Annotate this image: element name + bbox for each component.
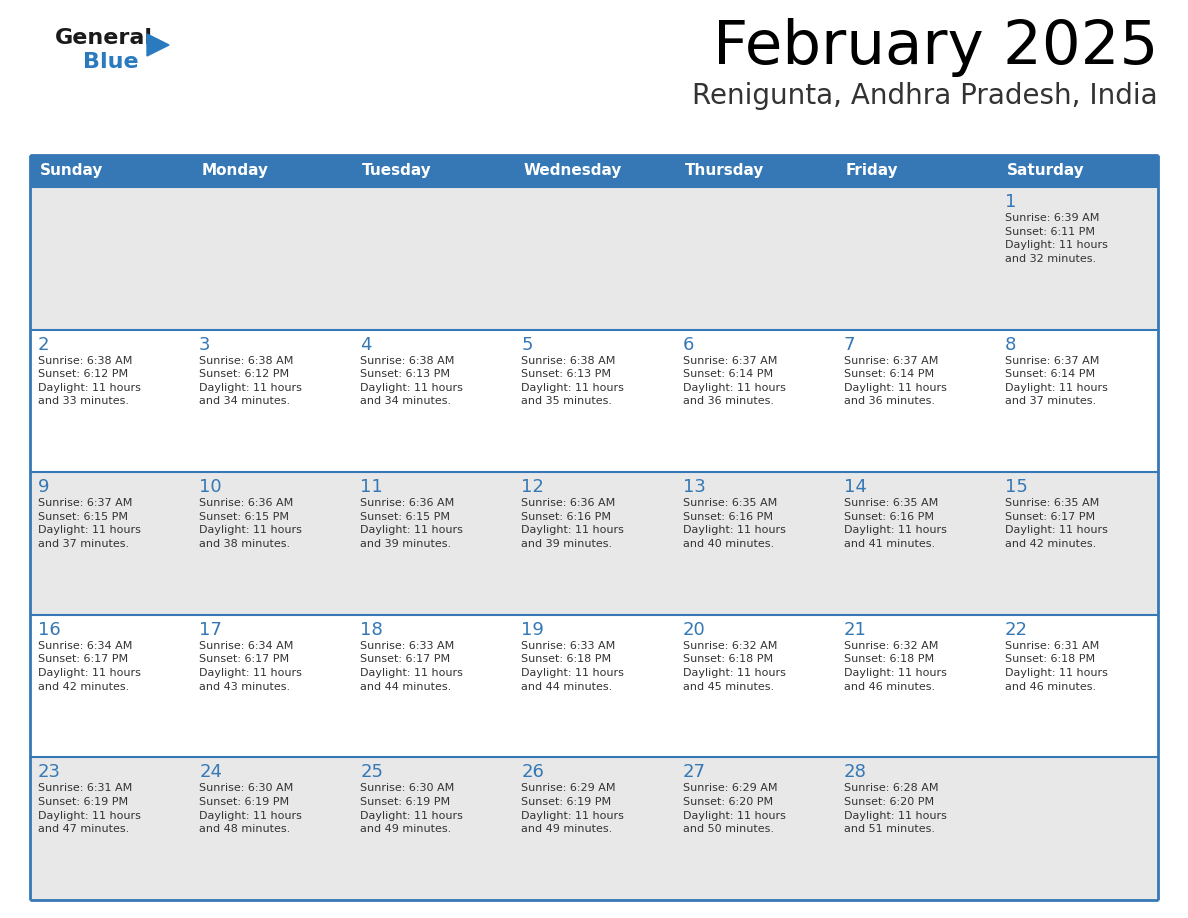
Text: 12: 12 [522, 478, 544, 497]
Bar [30, 757, 1158, 900]
Text: Sunrise: 6:39 AM
Sunset: 6:11 PM
Daylight: 11 hours
and 32 minutes.: Sunrise: 6:39 AM Sunset: 6:11 PM Dayligh… [1005, 213, 1107, 263]
Text: 25: 25 [360, 764, 384, 781]
Text: Sunrise: 6:34 AM
Sunset: 6:17 PM
Daylight: 11 hours
and 42 minutes.: Sunrise: 6:34 AM Sunset: 6:17 PM Dayligh… [38, 641, 141, 691]
Text: Renigunta, Andhra Pradesh, India: Renigunta, Andhra Pradesh, India [693, 82, 1158, 110]
Text: Sunrise: 6:34 AM
Sunset: 6:17 PM
Daylight: 11 hours
and 43 minutes.: Sunrise: 6:34 AM Sunset: 6:17 PM Dayligh… [200, 641, 302, 691]
Text: 24: 24 [200, 764, 222, 781]
Text: Sunrise: 6:38 AM
Sunset: 6:12 PM
Daylight: 11 hours
and 33 minutes.: Sunrise: 6:38 AM Sunset: 6:12 PM Dayligh… [38, 355, 141, 407]
Text: 28: 28 [843, 764, 866, 781]
Text: Monday: Monday [201, 163, 268, 178]
Text: 2: 2 [38, 336, 50, 353]
Text: Sunrise: 6:36 AM
Sunset: 6:16 PM
Daylight: 11 hours
and 39 minutes.: Sunrise: 6:36 AM Sunset: 6:16 PM Dayligh… [522, 498, 625, 549]
Text: 26: 26 [522, 764, 544, 781]
Text: Sunrise: 6:37 AM
Sunset: 6:14 PM
Daylight: 11 hours
and 36 minutes.: Sunrise: 6:37 AM Sunset: 6:14 PM Dayligh… [683, 355, 785, 407]
Text: Sunrise: 6:35 AM
Sunset: 6:16 PM
Daylight: 11 hours
and 41 minutes.: Sunrise: 6:35 AM Sunset: 6:16 PM Dayligh… [843, 498, 947, 549]
Text: Sunrise: 6:31 AM
Sunset: 6:19 PM
Daylight: 11 hours
and 47 minutes.: Sunrise: 6:31 AM Sunset: 6:19 PM Dayligh… [38, 783, 141, 834]
Text: 16: 16 [38, 621, 61, 639]
Text: General: General [55, 28, 153, 48]
Text: Sunrise: 6:37 AM
Sunset: 6:15 PM
Daylight: 11 hours
and 37 minutes.: Sunrise: 6:37 AM Sunset: 6:15 PM Dayligh… [38, 498, 141, 549]
Text: 3: 3 [200, 336, 210, 353]
Bar [191, 155, 353, 187]
Text: 18: 18 [360, 621, 383, 639]
Bar [675, 155, 835, 187]
Text: Sunrise: 6:32 AM
Sunset: 6:18 PM
Daylight: 11 hours
and 45 minutes.: Sunrise: 6:32 AM Sunset: 6:18 PM Dayligh… [683, 641, 785, 691]
Bar [997, 155, 1158, 187]
Text: Tuesday: Tuesday [362, 163, 432, 178]
Bar [30, 187, 1158, 330]
Text: Sunrise: 6:29 AM
Sunset: 6:19 PM
Daylight: 11 hours
and 49 minutes.: Sunrise: 6:29 AM Sunset: 6:19 PM Dayligh… [522, 783, 625, 834]
Text: 11: 11 [360, 478, 383, 497]
Text: Sunrise: 6:28 AM
Sunset: 6:20 PM
Daylight: 11 hours
and 51 minutes.: Sunrise: 6:28 AM Sunset: 6:20 PM Dayligh… [843, 783, 947, 834]
Text: 17: 17 [200, 621, 222, 639]
Text: Thursday: Thursday [684, 163, 764, 178]
Bar [30, 155, 191, 187]
Text: Sunrise: 6:32 AM
Sunset: 6:18 PM
Daylight: 11 hours
and 46 minutes.: Sunrise: 6:32 AM Sunset: 6:18 PM Dayligh… [843, 641, 947, 691]
Text: 20: 20 [683, 621, 706, 639]
Text: 15: 15 [1005, 478, 1028, 497]
Text: 10: 10 [200, 478, 222, 497]
Text: Sunrise: 6:31 AM
Sunset: 6:18 PM
Daylight: 11 hours
and 46 minutes.: Sunrise: 6:31 AM Sunset: 6:18 PM Dayligh… [1005, 641, 1107, 691]
Text: Wednesday: Wednesday [524, 163, 621, 178]
Text: 4: 4 [360, 336, 372, 353]
Text: Sunrise: 6:29 AM
Sunset: 6:20 PM
Daylight: 11 hours
and 50 minutes.: Sunrise: 6:29 AM Sunset: 6:20 PM Dayligh… [683, 783, 785, 834]
Text: 21: 21 [843, 621, 866, 639]
Bar [513, 155, 675, 187]
Text: 23: 23 [38, 764, 61, 781]
Text: 1: 1 [1005, 193, 1016, 211]
Text: Sunrise: 6:30 AM
Sunset: 6:19 PM
Daylight: 11 hours
and 49 minutes.: Sunrise: 6:30 AM Sunset: 6:19 PM Dayligh… [360, 783, 463, 834]
Text: 9: 9 [38, 478, 50, 497]
Text: 19: 19 [522, 621, 544, 639]
Text: Blue: Blue [83, 52, 139, 72]
Bar [30, 330, 1158, 472]
Text: Sunrise: 6:38 AM
Sunset: 6:12 PM
Daylight: 11 hours
and 34 minutes.: Sunrise: 6:38 AM Sunset: 6:12 PM Dayligh… [200, 355, 302, 407]
Text: 22: 22 [1005, 621, 1028, 639]
Text: 7: 7 [843, 336, 855, 353]
Bar [353, 155, 513, 187]
Bar [835, 155, 997, 187]
Text: Sunrise: 6:35 AM
Sunset: 6:17 PM
Daylight: 11 hours
and 42 minutes.: Sunrise: 6:35 AM Sunset: 6:17 PM Dayligh… [1005, 498, 1107, 549]
Text: 5: 5 [522, 336, 533, 353]
Text: Sunrise: 6:36 AM
Sunset: 6:15 PM
Daylight: 11 hours
and 38 minutes.: Sunrise: 6:36 AM Sunset: 6:15 PM Dayligh… [200, 498, 302, 549]
Text: February 2025: February 2025 [713, 18, 1158, 77]
Bar [30, 615, 1158, 757]
Text: Sunday: Sunday [40, 163, 103, 178]
Text: Sunrise: 6:35 AM
Sunset: 6:16 PM
Daylight: 11 hours
and 40 minutes.: Sunrise: 6:35 AM Sunset: 6:16 PM Dayligh… [683, 498, 785, 549]
Text: Sunrise: 6:38 AM
Sunset: 6:13 PM
Daylight: 11 hours
and 35 minutes.: Sunrise: 6:38 AM Sunset: 6:13 PM Dayligh… [522, 355, 625, 407]
Text: Saturday: Saturday [1007, 163, 1085, 178]
Text: 8: 8 [1005, 336, 1016, 353]
Text: Sunrise: 6:36 AM
Sunset: 6:15 PM
Daylight: 11 hours
and 39 minutes.: Sunrise: 6:36 AM Sunset: 6:15 PM Dayligh… [360, 498, 463, 549]
Text: Sunrise: 6:37 AM
Sunset: 6:14 PM
Daylight: 11 hours
and 36 minutes.: Sunrise: 6:37 AM Sunset: 6:14 PM Dayligh… [843, 355, 947, 407]
Text: Sunrise: 6:33 AM
Sunset: 6:17 PM
Daylight: 11 hours
and 44 minutes.: Sunrise: 6:33 AM Sunset: 6:17 PM Dayligh… [360, 641, 463, 691]
Text: 14: 14 [843, 478, 866, 497]
Text: Friday: Friday [846, 163, 898, 178]
Text: 13: 13 [683, 478, 706, 497]
Text: Sunrise: 6:37 AM
Sunset: 6:14 PM
Daylight: 11 hours
and 37 minutes.: Sunrise: 6:37 AM Sunset: 6:14 PM Dayligh… [1005, 355, 1107, 407]
Text: Sunrise: 6:38 AM
Sunset: 6:13 PM
Daylight: 11 hours
and 34 minutes.: Sunrise: 6:38 AM Sunset: 6:13 PM Dayligh… [360, 355, 463, 407]
Text: Sunrise: 6:30 AM
Sunset: 6:19 PM
Daylight: 11 hours
and 48 minutes.: Sunrise: 6:30 AM Sunset: 6:19 PM Dayligh… [200, 783, 302, 834]
Polygon shape [147, 34, 169, 56]
Bar [30, 472, 1158, 615]
Text: Sunrise: 6:33 AM
Sunset: 6:18 PM
Daylight: 11 hours
and 44 minutes.: Sunrise: 6:33 AM Sunset: 6:18 PM Dayligh… [522, 641, 625, 691]
Text: 6: 6 [683, 336, 694, 353]
Text: 27: 27 [683, 764, 706, 781]
